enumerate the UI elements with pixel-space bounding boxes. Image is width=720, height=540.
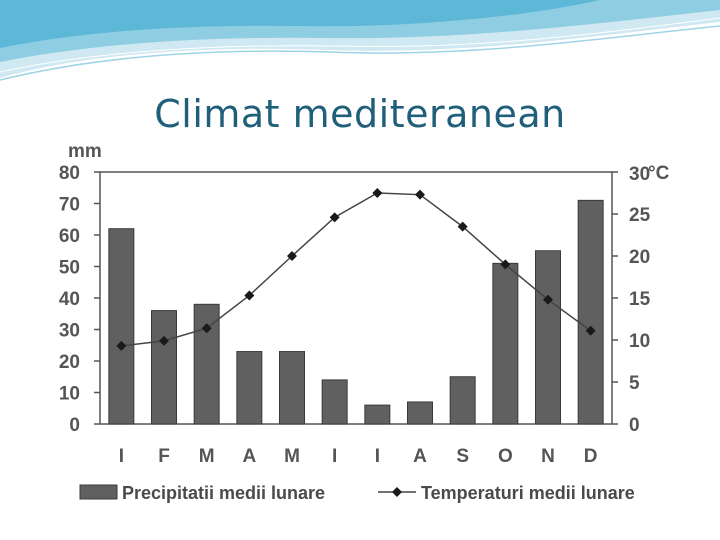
temperature-line (121, 192, 592, 347)
precipitation-bar (407, 401, 433, 425)
precipitation-bar (108, 228, 135, 425)
legend-line-marker (392, 487, 402, 497)
right-axis-tick-label: 0 (629, 415, 640, 436)
precipitation-bar (279, 351, 305, 425)
left-axis-tick-label: 50 (59, 258, 80, 279)
precipitation-bar (151, 310, 177, 425)
left-axis-unit: mm (68, 141, 102, 162)
legend-label-temperature: Temperaturi medii lunare (421, 483, 635, 503)
temperature-point (543, 294, 553, 305)
left-axis-tick-label: 60 (59, 226, 80, 247)
precipitation-bar (321, 379, 348, 425)
temperature-point (372, 188, 383, 198)
x-tick-label: S (456, 446, 469, 467)
precipitation-bar (492, 262, 519, 425)
left-axis-tick-label: 10 (59, 384, 80, 405)
header-decoration (0, 0, 720, 81)
right-axis-tick-label: 30 (629, 164, 650, 185)
temperature-point (244, 290, 255, 301)
x-tick-label: O (498, 446, 513, 467)
left-axis-tick-label: 40 (59, 289, 80, 310)
right-axis-unit: °C (648, 163, 670, 184)
temperature-point (201, 323, 212, 334)
x-tick-label: I (119, 446, 124, 467)
temperature-point (287, 251, 297, 261)
x-tick-label: F (158, 446, 170, 467)
precipitation-bar (449, 376, 476, 425)
left-axis-tick-label: 30 (59, 321, 80, 342)
slide-title: Climat mediteranean (154, 92, 566, 136)
temperature-point (457, 221, 468, 232)
right-axis-tick-label: 10 (629, 331, 650, 352)
left-axis-tick-label: 20 (59, 352, 80, 373)
temperature-point (500, 259, 511, 270)
x-tick-label: M (284, 446, 300, 467)
left-axis-tick-label: 70 (59, 195, 80, 216)
temperature-point (329, 212, 340, 223)
right-axis-tick-label: 15 (629, 289, 651, 310)
right-axis-tick-label: 5 (629, 373, 640, 394)
temperature-point (159, 335, 169, 346)
x-tick-label: D (584, 446, 598, 467)
x-tick-label: I (375, 446, 380, 467)
right-axis-tick-label: 25 (629, 205, 651, 226)
temperature-point (585, 325, 596, 336)
legend-bar-swatch (79, 484, 118, 500)
x-tick-label: I (332, 446, 337, 467)
temperature-point (415, 189, 425, 200)
right-axis-tick-label: 20 (629, 247, 650, 268)
precipitation-bar (364, 404, 391, 425)
precipitation-bar (236, 351, 263, 425)
x-tick-label: A (242, 446, 256, 467)
temperature-point (116, 340, 127, 351)
x-tick-label: N (541, 446, 555, 467)
left-axis-tick-label: 80 (59, 163, 80, 184)
left-axis-tick-label: 0 (69, 415, 80, 436)
x-tick-label: A (413, 446, 427, 467)
legend-label-precipitation: Precipitatii medii lunare (122, 483, 325, 503)
precipitation-bar (535, 250, 561, 425)
x-tick-label: M (199, 446, 215, 467)
precipitation-bar (577, 199, 604, 425)
